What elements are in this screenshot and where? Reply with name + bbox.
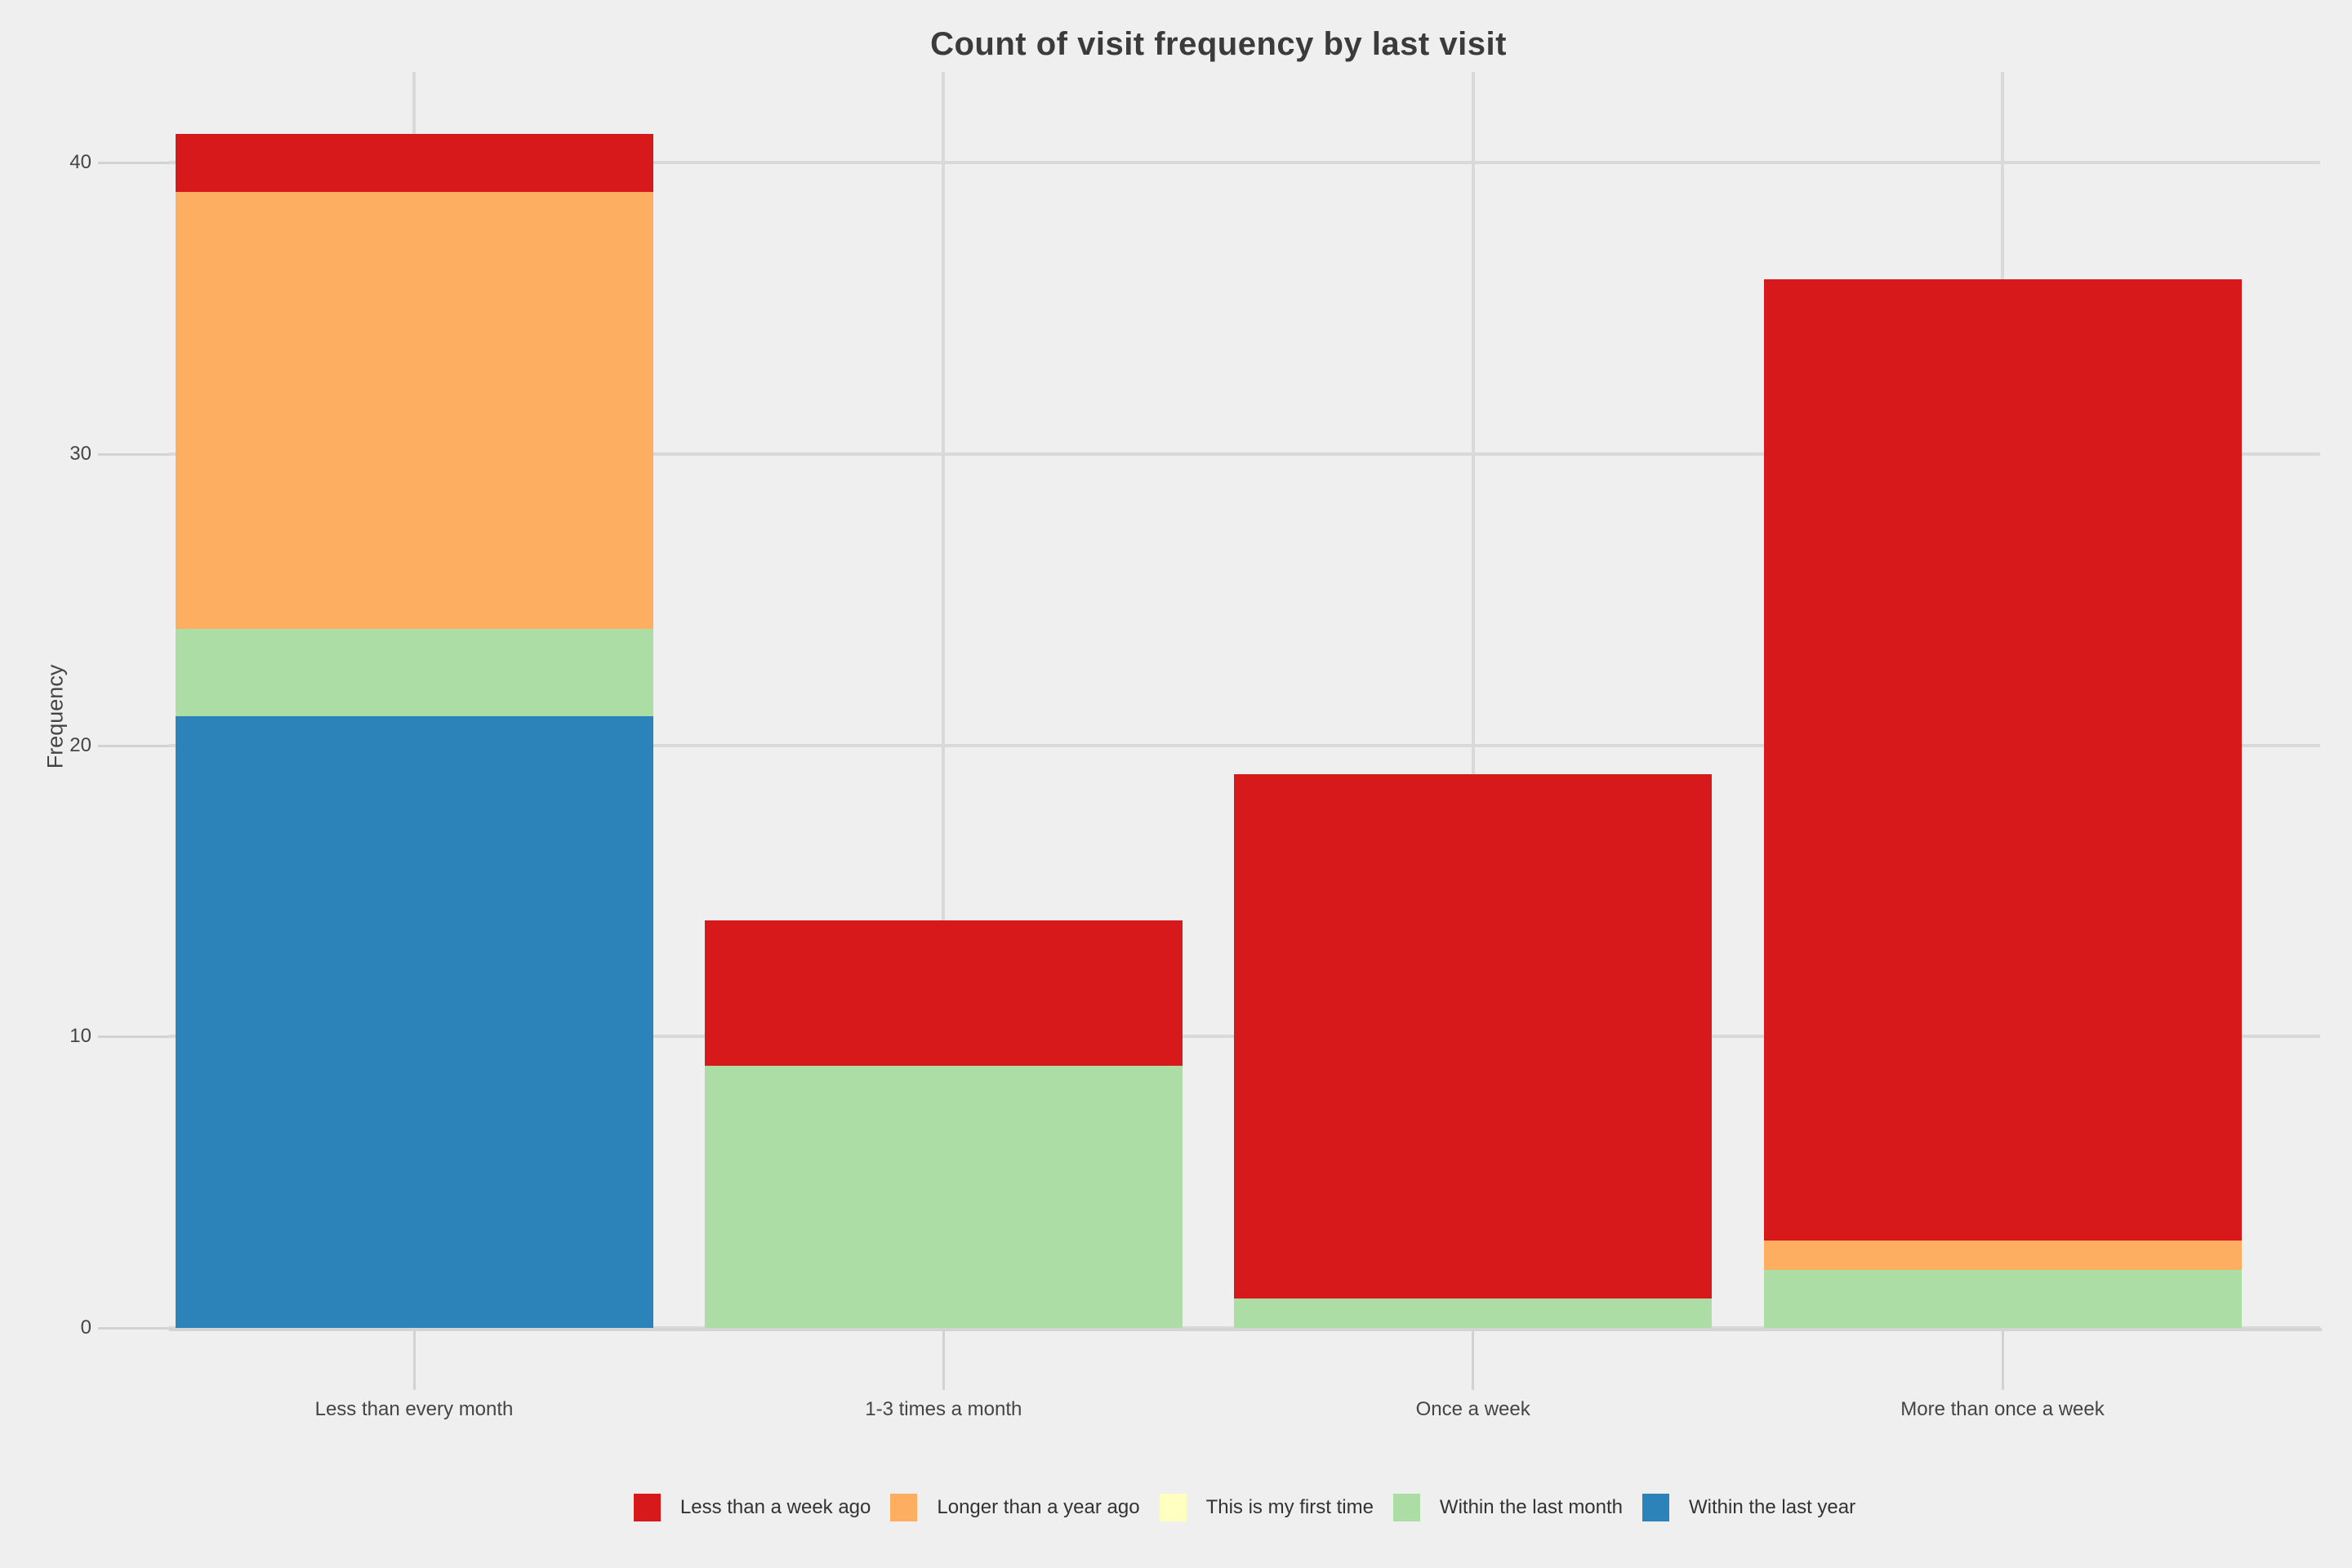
y-tick-label: 30 (69, 442, 91, 465)
legend-swatch (1642, 1494, 1670, 1521)
bar-segment (1234, 1298, 1713, 1328)
legend-swatch (633, 1494, 661, 1521)
x-tick-label: 1-3 times a month (865, 1398, 1022, 1420)
legend-item: Less than a week ago (633, 1494, 871, 1521)
legend-item: Longer than a year ago (890, 1494, 1140, 1521)
bar-segment (175, 715, 653, 1328)
gridline-vertical (942, 72, 946, 1328)
bar-segment (1234, 774, 1713, 1299)
bar-segment (175, 628, 653, 716)
stacked-bar (175, 72, 653, 1328)
x-axis-tick (412, 1331, 416, 1390)
bar-segment (1763, 1240, 2242, 1270)
plot-panel (169, 72, 2320, 1330)
stacked-bar (1763, 72, 2242, 1328)
gridline-vertical (1471, 72, 1475, 1328)
stacked-bar (704, 72, 1183, 1328)
x-tick-label: Once a week (1415, 1398, 1530, 1420)
legend-item: Within the last month (1392, 1494, 1624, 1521)
y-axis-tick (98, 162, 169, 165)
stacked-bar (1234, 72, 1713, 1328)
y-axis-tick (98, 744, 169, 747)
gridline-horizontal (169, 452, 2320, 456)
legend-label: Less than a week ago (679, 1496, 871, 1518)
y-axis-tick (98, 1327, 169, 1330)
y-tick-label: 20 (69, 733, 91, 756)
legend-swatch (1392, 1494, 1420, 1521)
legend-label: Longer than a year ago (937, 1496, 1140, 1518)
bar-segment (175, 191, 653, 629)
x-axis-line (169, 1328, 2322, 1331)
x-tick-label: More than once a week (1900, 1398, 2105, 1420)
y-tick-label: 10 (69, 1025, 91, 1048)
legend-item: Within the last year (1642, 1494, 1855, 1521)
bar-segment (1763, 278, 2242, 1241)
gridline-horizontal (169, 743, 2320, 747)
legend-item: This is my first time (1159, 1494, 1374, 1521)
legend: Less than a week ago Longer than a year a… (169, 1488, 2320, 1527)
x-axis-tick (942, 1331, 945, 1390)
bar-segment (704, 920, 1183, 1066)
x-axis-tick (1472, 1331, 1475, 1390)
y-axis-tick (98, 1036, 169, 1039)
legend-swatch (1159, 1494, 1187, 1521)
y-tick-label: 0 (80, 1316, 91, 1339)
bar-segment (704, 1065, 1183, 1328)
bar-segment (1763, 1269, 2242, 1328)
legend-label: This is my first time (1205, 1496, 1374, 1518)
x-tick-label: Less than every month (314, 1398, 514, 1420)
legend-swatch (890, 1494, 918, 1521)
y-tick-label: 40 (69, 151, 91, 174)
chart-title: Count of visit frequency by last visit (930, 26, 1507, 62)
y-axis-tick (98, 452, 169, 456)
legend-label: Within the last year (1689, 1496, 1856, 1518)
legend-label: Within the last month (1439, 1496, 1624, 1518)
bar-segment (175, 133, 653, 192)
gridline-horizontal (169, 161, 2320, 165)
x-axis-tick (2001, 1331, 2004, 1390)
